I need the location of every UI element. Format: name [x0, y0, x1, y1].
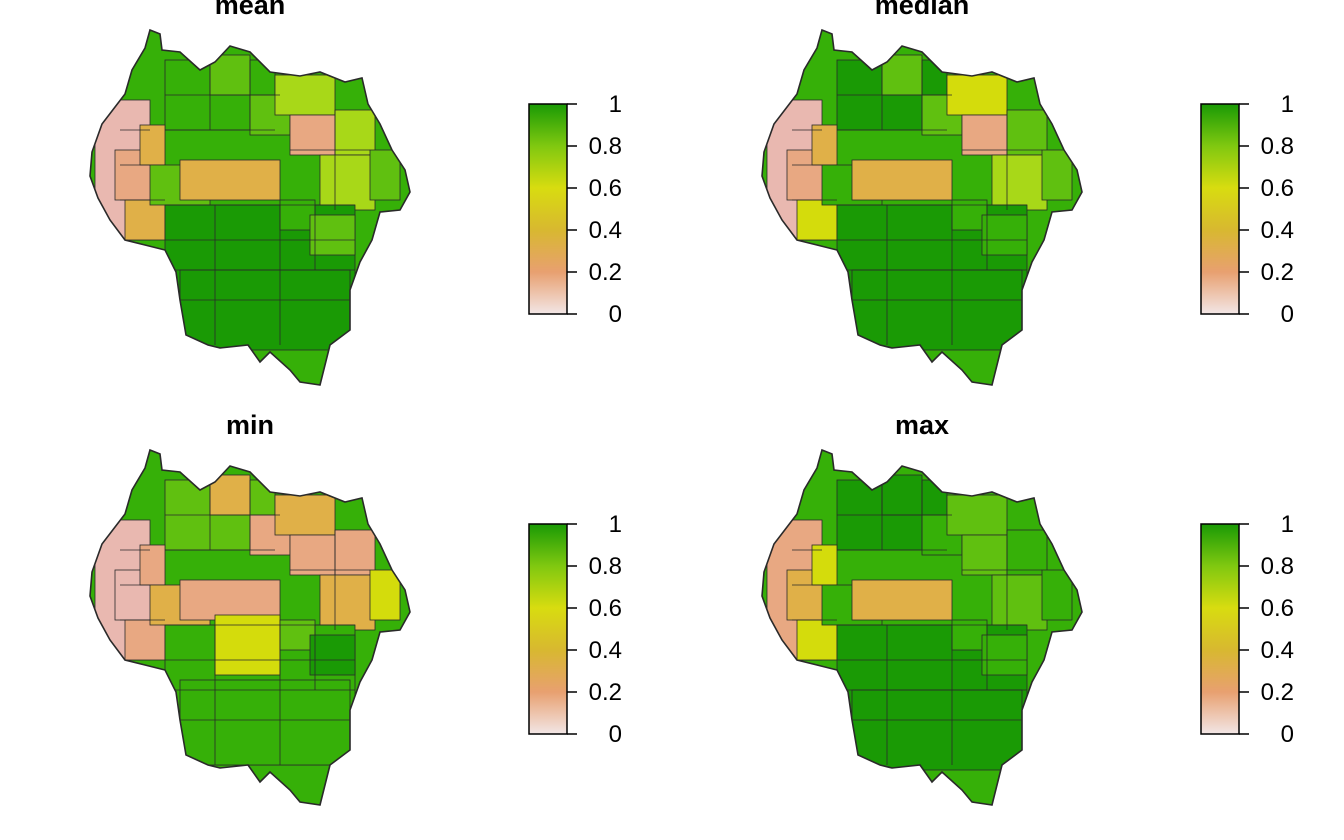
map-cell [319, 574, 376, 631]
legend-tick-label: 1 [1281, 511, 1294, 538]
map-cell [881, 474, 923, 516]
map-fill [762, 30, 1082, 385]
map-outline [89, 448, 411, 806]
legend-tick-label: 0.2 [1261, 259, 1294, 286]
map-cell [309, 634, 356, 676]
legend-colorbar [1200, 103, 1240, 315]
map-cell [851, 579, 953, 621]
map-cell [334, 109, 376, 156]
panel-title: mean [214, 0, 286, 20]
legend-tick-label: 0.8 [589, 133, 622, 160]
legend-tick-label: 0.4 [589, 637, 622, 664]
map-cell [961, 534, 1013, 576]
map-cell [1006, 109, 1048, 156]
legend-tick-label: 0.6 [589, 595, 622, 622]
legend-colorbar [528, 103, 568, 315]
legend-colorbar [528, 523, 568, 735]
map-cell [991, 154, 1048, 211]
plot-panel-max: max 1 0.8 0.6 0.4 0.2 0 [672, 410, 1344, 840]
map-cell [811, 124, 838, 166]
map-cell [309, 214, 356, 256]
legend-tick-label: 0.6 [1261, 175, 1294, 202]
map-cell [214, 614, 281, 676]
map-min: 1 0.8 0.6 0.4 0.2 0 [89, 448, 622, 806]
map-cell [851, 159, 953, 201]
map-cell [179, 269, 351, 351]
map-cell [319, 154, 376, 211]
map-outline [761, 448, 1083, 806]
map-cell [124, 199, 166, 241]
map-cell [1041, 149, 1073, 201]
map-max: 1 0.8 0.6 0.4 0.2 0 [761, 448, 1294, 806]
map-cell [179, 679, 351, 766]
plot-panel-min: min 1 0.8 0.6 0.4 0.2 0 [0, 410, 672, 840]
map-cell [139, 124, 166, 166]
map-cell [179, 159, 281, 201]
map-cell [851, 269, 1023, 351]
map-outline [761, 28, 1083, 386]
map-cell [369, 569, 401, 621]
map-cell [1006, 529, 1048, 576]
map-fill [90, 30, 410, 385]
map-cell [369, 149, 401, 201]
map-cell [946, 74, 1008, 116]
legend-tick-label: 0 [1281, 721, 1294, 748]
legend-tick-label: 0 [1281, 301, 1294, 328]
map-cell [179, 579, 281, 621]
panel-title: median [874, 0, 970, 20]
map-outline [89, 28, 411, 386]
legend-tick-label: 0.2 [589, 679, 622, 706]
map-cell [946, 494, 1008, 536]
legend-tick-label: 1 [609, 511, 622, 538]
legend-tick-label: 1 [609, 91, 622, 118]
map-cell [274, 494, 336, 536]
panel-title: min [225, 410, 274, 440]
map-cell [796, 619, 838, 661]
map-mean: 1 0.8 0.6 0.4 0.2 0 [89, 28, 622, 386]
legend-tick-label: 0.6 [589, 175, 622, 202]
map-cell [981, 214, 1028, 256]
map-cell [961, 114, 1013, 156]
legend-tick-label: 1 [1281, 91, 1294, 118]
legend-tick-label: 0.2 [1261, 679, 1294, 706]
legend-colorbar [1200, 523, 1240, 735]
legend-tick-label: 0.4 [1261, 637, 1294, 664]
map-cell [334, 529, 376, 576]
legend-tick-label: 0.8 [589, 553, 622, 580]
map-cell [796, 199, 838, 241]
map-median: 1 0.8 0.6 0.4 0.2 0 [761, 28, 1294, 386]
plot-panel-median: median 1 0.8 0.6 0.4 0.2 0 [672, 0, 1344, 420]
map-cell [289, 114, 341, 156]
legend-tick-label: 0.8 [1261, 553, 1294, 580]
panel-title: max [894, 410, 950, 440]
legend-tick-label: 0.4 [1261, 217, 1294, 244]
map-cell [1041, 569, 1073, 621]
map-cell [274, 74, 336, 116]
legend-tick-label: 0.8 [1261, 133, 1294, 160]
legend-tick-label: 0 [609, 301, 622, 328]
map-cell [991, 574, 1048, 631]
legend-tick-label: 0.2 [589, 259, 622, 286]
legend-tick-label: 0 [609, 721, 622, 748]
map-cell [124, 619, 166, 661]
map-cell [289, 534, 341, 576]
map-cell [811, 544, 838, 586]
legend-tick-label: 0.6 [1261, 595, 1294, 622]
map-cell [851, 689, 1023, 771]
map-fill [90, 450, 410, 805]
map-fill [762, 450, 1082, 805]
legend-tick-label: 0.4 [589, 217, 622, 244]
map-cell [139, 544, 166, 586]
plot-panel-mean: mean 1 0.8 0.6 0.4 0.2 0 [0, 0, 672, 420]
map-cell [981, 634, 1028, 676]
